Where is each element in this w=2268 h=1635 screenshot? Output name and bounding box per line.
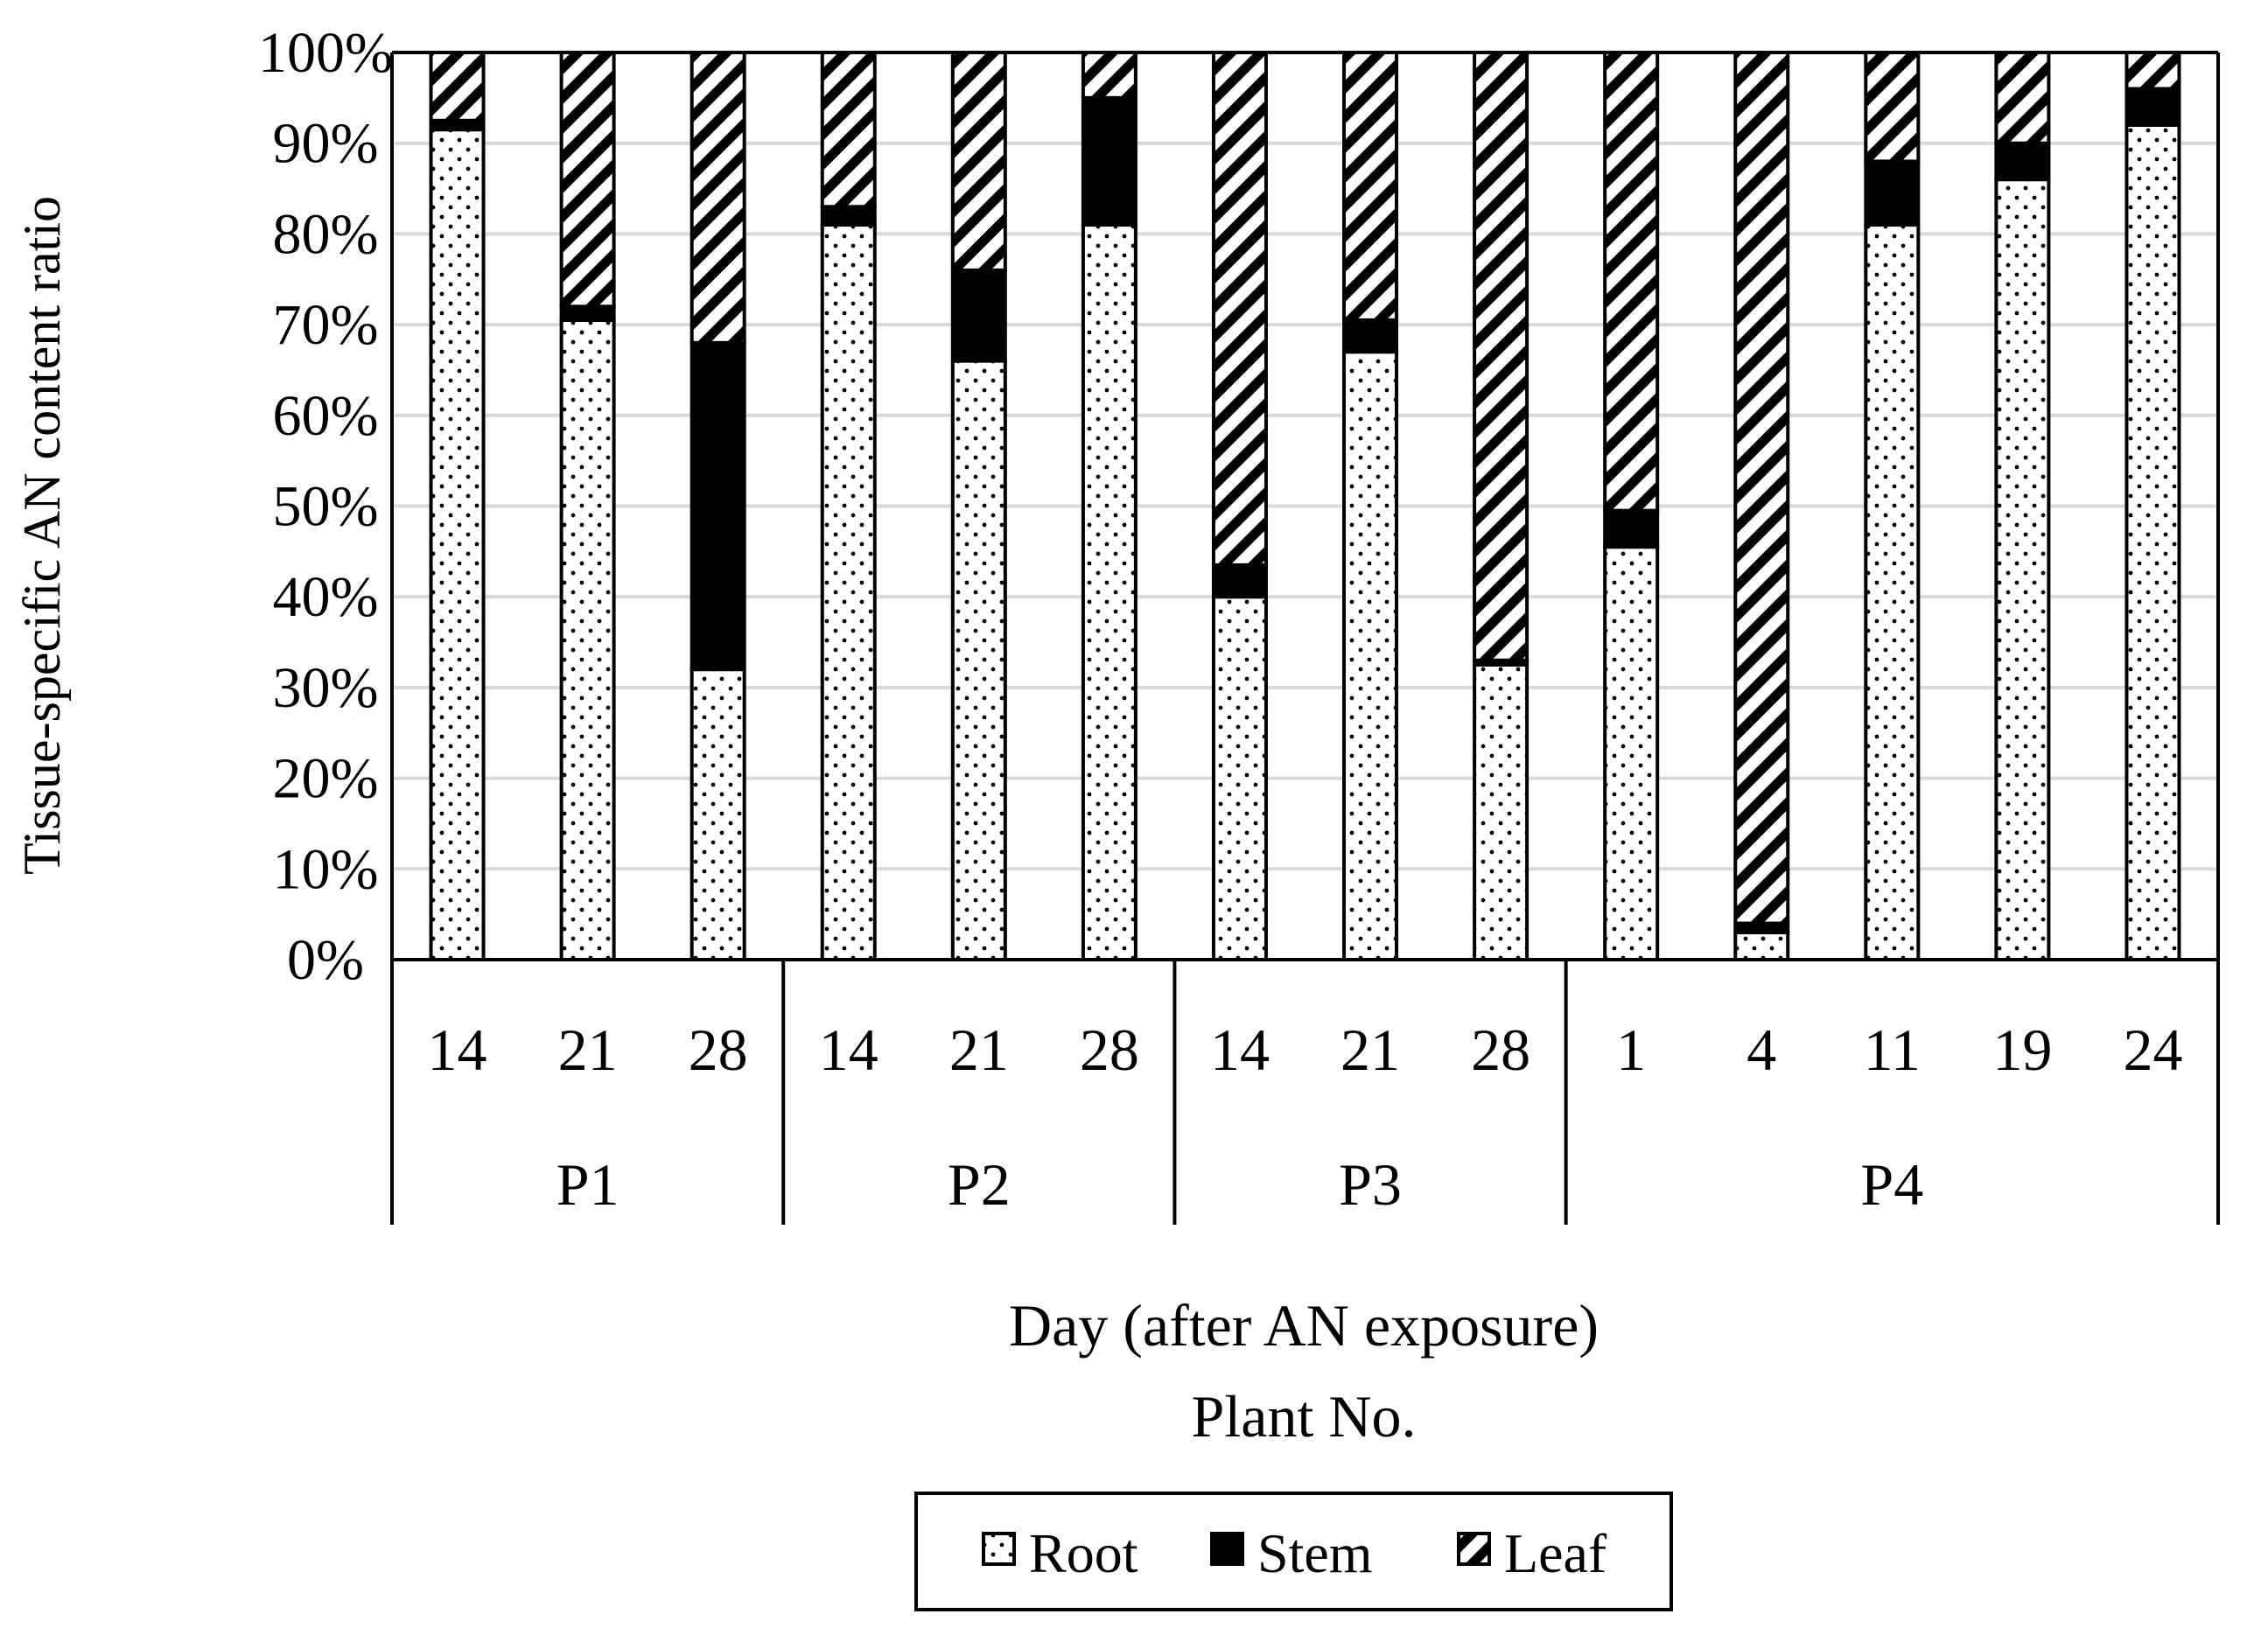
bar-segment-stem: [1081, 95, 1138, 227]
y-tick-label: 60%: [273, 384, 379, 448]
y-tick-label: 100%: [258, 21, 393, 85]
bar-segment-leaf: [1473, 51, 1530, 662]
bar-segment-root: [1473, 662, 1530, 961]
bar-segment-leaf: [429, 51, 486, 122]
legend-root-label: Root: [1029, 1522, 1138, 1584]
bar-segment-root: [429, 128, 486, 961]
y-tick-label: 20%: [273, 747, 379, 811]
bar-segment-stem: [1211, 562, 1268, 599]
y-tick-label: 40%: [273, 565, 379, 629]
x-tick-label: 14: [819, 1017, 878, 1083]
x-tick-label: 14: [1210, 1017, 1270, 1083]
group-label-p4: P4: [1860, 1151, 1923, 1218]
y-axis-title: Tissue-specific AN content ratio: [13, 196, 71, 875]
bar-segment-leaf: [950, 51, 1007, 272]
legend-box: [914, 1492, 1673, 1611]
bar-segment-stem: [1994, 141, 2051, 182]
group-label-p3: P3: [1339, 1151, 1402, 1218]
bar-segment-stem: [950, 268, 1007, 363]
y-tick-label: 80%: [273, 202, 379, 266]
bar-segment-leaf: [1081, 51, 1138, 100]
gridlines: [392, 51, 2218, 871]
bar-segment-leaf: [1342, 51, 1399, 322]
bar-segment-root: [1733, 930, 1790, 962]
bar-segment-stem: [1864, 159, 1921, 227]
bar-segment-root: [1994, 178, 2051, 961]
bar-segment-stem: [1342, 318, 1399, 354]
bar-segment-leaf: [820, 51, 877, 209]
legend-stem-label: Stem: [1257, 1522, 1373, 1584]
x-tick-label: 28: [689, 1017, 748, 1083]
bar-segment-root: [2124, 122, 2181, 961]
y-tick-labels: 0% 10% 20% 30% 40% 50% 60% 70% 80% 90% 100%: [258, 21, 393, 992]
y-tick-label: 30%: [273, 656, 379, 720]
legend-leaf-swatch: [1457, 1532, 1491, 1566]
bar-segment-root: [820, 223, 877, 961]
bar-segment-leaf: [1994, 51, 2051, 145]
x-tick-label: 28: [1471, 1017, 1530, 1083]
bar-segment-root: [950, 359, 1007, 961]
bar-segment-leaf: [559, 51, 616, 309]
bar-stacks: [429, 51, 2181, 962]
y-tick-label: 90%: [273, 112, 379, 176]
axes: [390, 51, 2220, 1225]
x-tick-label: 1: [1616, 1017, 1646, 1083]
x-tick-label: 21: [558, 1017, 618, 1083]
bar-segment-leaf: [690, 51, 746, 345]
bar-segment-stem: [690, 340, 746, 672]
y-tick-label: 70%: [273, 293, 379, 357]
group-label-p2: P2: [948, 1151, 1011, 1218]
x-tick-label: 14: [428, 1017, 487, 1083]
y-tick-label: 50%: [273, 475, 379, 539]
x-tick-label: 11: [1864, 1017, 1921, 1083]
legend-stem-swatch: [1210, 1532, 1244, 1566]
y-tick-label: 10%: [273, 837, 379, 901]
x-tick-label: 21: [949, 1017, 1009, 1083]
bar-segment-leaf: [1211, 51, 1268, 567]
x-tick-label: 28: [1080, 1017, 1139, 1083]
legend-leaf-label: Leaf: [1504, 1522, 1607, 1584]
bar-segment-leaf: [1733, 51, 1790, 926]
bar-segment-leaf: [2124, 51, 2181, 91]
x-tick-label: 21: [1340, 1017, 1400, 1083]
x-tick-label: 24: [2123, 1017, 2182, 1083]
bar-segment-root: [1211, 595, 1268, 961]
bar-segment-leaf: [1603, 51, 1660, 513]
bar-segment-stem: [1603, 508, 1660, 549]
bar-segment-leaf: [1864, 51, 1921, 164]
bar-segment-root: [1081, 223, 1138, 961]
group-label-p1: P1: [556, 1151, 620, 1218]
legend: Root Stem Leaf: [914, 1492, 1673, 1611]
bar-segment-root: [1603, 545, 1660, 961]
bar-segment-stem: [820, 205, 877, 227]
bar-segment-root: [690, 667, 746, 961]
bar-segment-root: [1864, 223, 1921, 961]
bar-segment-root: [1342, 350, 1399, 961]
bar-segment-stem: [2124, 87, 2181, 127]
x-tick-label: 19: [1992, 1017, 2052, 1083]
bar-segment-stem: [559, 304, 616, 322]
legend-root-swatch: [982, 1532, 1016, 1566]
y-tick-label: 0%: [287, 928, 364, 992]
bar-segment-root: [559, 318, 616, 962]
x-tick-label: 4: [1746, 1017, 1776, 1083]
x-axis-title-line1: Day (after AN exposure): [1009, 1292, 1599, 1359]
x-axis-title-line2: Plant No.: [1192, 1383, 1417, 1450]
